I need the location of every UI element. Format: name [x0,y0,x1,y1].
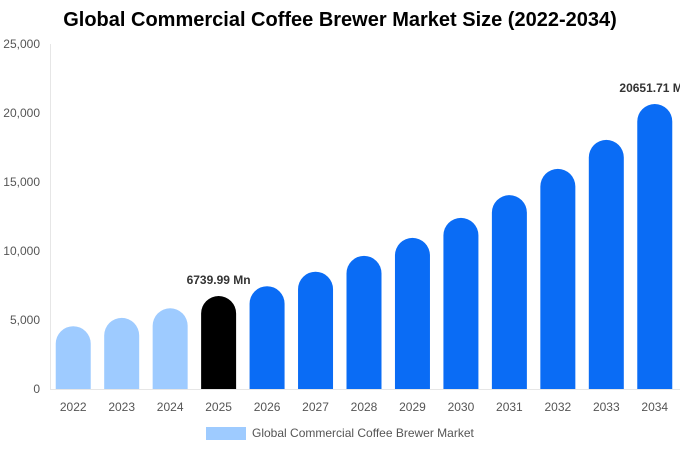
bar-2032 [540,168,576,389]
data-label-2025: 6739.99 Mn [187,273,251,287]
y-axis-ticks: 0 5,000 10,000 15,000 20,000 25,000 [3,37,40,396]
x-tick-label: 2025 [205,400,232,414]
bar-2030 [443,217,479,389]
y-tick-label: 10,000 [3,244,40,258]
bar-2033 [588,139,624,389]
chart-title: Global Commercial Coffee Brewer Market S… [63,9,617,31]
bar-2026 [249,286,285,389]
x-tick-label: 2032 [544,400,571,414]
x-tick-label: 2026 [254,400,281,414]
bar-2027 [298,271,334,389]
x-tick-label: 2031 [496,400,523,414]
y-tick-label: 0 [33,382,40,396]
legend-swatch [206,426,246,440]
bar-2034 [637,104,673,389]
bar-2022 [55,326,91,389]
x-tick-label: 2024 [157,400,184,414]
x-tick-label: 2027 [302,400,329,414]
y-tick-label: 25,000 [3,37,40,51]
bar-2029 [394,237,430,389]
y-tick-label: 15,000 [3,175,40,189]
bars [55,104,673,389]
bar-2031 [491,195,527,389]
x-tick-label: 2022 [60,400,87,414]
x-tick-label: 2028 [351,400,378,414]
legend-label: Global Commercial Coffee Brewer Market [252,426,474,440]
y-tick-label: 20,000 [3,106,40,120]
data-label-2034: 20651.71 Mn [619,81,680,95]
y-tick-label: 5,000 [10,313,40,327]
legend: Global Commercial Coffee Brewer Market [206,426,474,440]
x-tick-label: 2034 [641,400,668,414]
x-tick-label: 2023 [108,400,135,414]
x-tick-label: 2030 [448,400,475,414]
x-axis-ticks: 2022 2023 2024 2025 2026 2027 2028 2029 2030 2031… [60,400,669,414]
bar-2023 [104,317,140,389]
data-labels: 6739.99 Mn 20651.71 Mn [187,81,680,287]
x-tick-label: 2033 [593,400,620,414]
x-tick-label: 2029 [399,400,426,414]
bar-2025 [201,295,237,389]
bar-2024 [152,308,188,389]
bar-2028 [346,255,382,389]
